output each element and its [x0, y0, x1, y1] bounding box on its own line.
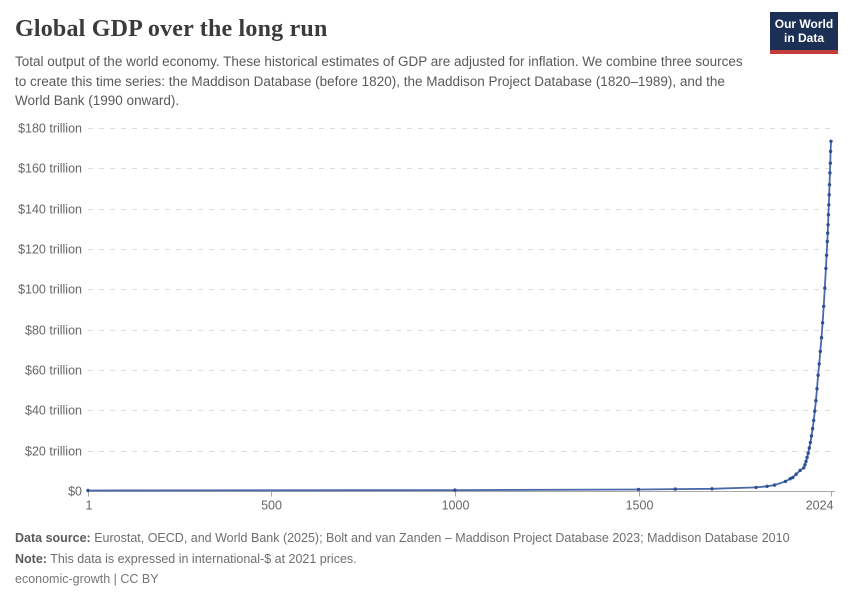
data-point-marker [822, 304, 826, 308]
note-label: Note: [15, 551, 47, 566]
x-tick-label: 500 [261, 499, 282, 513]
data-point-marker [825, 239, 829, 244]
data-point-marker [791, 475, 795, 480]
data-point-marker [824, 253, 829, 257]
data-point-marker [710, 487, 714, 491]
y-tick-label: $100 trillion [18, 283, 82, 297]
y-tick-label: $20 trillion [25, 445, 82, 459]
data-point-marker [794, 472, 798, 476]
data-point-marker [818, 349, 822, 354]
data-point-marker [828, 149, 833, 154]
data-point-marker [828, 161, 832, 165]
y-tick-label: $60 trillion [25, 364, 82, 378]
data-point-marker [673, 487, 677, 491]
data-point-marker [754, 485, 758, 490]
data-point-marker [783, 479, 788, 484]
y-tick-label: $120 trillion [18, 243, 82, 257]
data-point-marker [827, 203, 831, 207]
gdp-line-series [87, 140, 832, 492]
data-point-marker [802, 466, 806, 470]
data-point-marker [636, 487, 641, 492]
data-point-marker [815, 387, 819, 391]
data-point-marker [806, 451, 810, 455]
y-tick-label: $140 trillion [18, 203, 82, 217]
data-point-marker [809, 434, 814, 438]
y-tick-label: $160 trillion [18, 162, 82, 176]
data-source-line: Data source: Eurostat, OECD, and World B… [15, 528, 790, 549]
data-point-marker [826, 213, 831, 217]
data-point-marker [86, 488, 90, 493]
data-point-marker [829, 139, 833, 143]
data-point-marker [813, 409, 817, 413]
data-point-marker [808, 440, 813, 445]
y-tick-label: $0 [68, 485, 82, 499]
data-point-marker [453, 488, 457, 492]
data-point-marker [812, 418, 816, 423]
data-point-marker [820, 321, 825, 325]
chart-subtitle: Total output of the world economy. These… [15, 54, 743, 108]
x-tick-label: 1500 [626, 499, 654, 513]
license-line: economic-growth | CC BY [15, 572, 159, 586]
data-point-marker [826, 223, 830, 227]
owid-logo[interactable]: Our World in Data [770, 12, 838, 54]
data-point-marker [765, 484, 769, 488]
y-tick-label: $180 trillion [18, 122, 82, 136]
data-point-marker [819, 336, 824, 340]
data-point-marker [827, 183, 832, 187]
data-point-marker [817, 362, 821, 366]
chart-footer: Data source: Eurostat, OECD, and World B… [15, 528, 790, 590]
data-point-marker [810, 427, 815, 431]
data-source-text: Eurostat, OECD, and World Bank (2025); B… [90, 531, 790, 545]
data-point-marker [805, 455, 809, 460]
data-point-marker [826, 231, 830, 235]
y-tick-label: $80 trillion [25, 324, 82, 338]
y-tick-label: $40 trillion [25, 404, 82, 418]
x-tick-label: 1000 [442, 499, 470, 513]
data-point-marker [803, 463, 807, 467]
data-point-marker [788, 477, 792, 481]
data-point-marker [772, 483, 777, 487]
data-point-marker [814, 399, 818, 403]
data-point-marker [827, 193, 831, 197]
data-point-marker [828, 171, 832, 175]
data-point-marker [807, 446, 811, 450]
note-line: Note: This data is expressed in internat… [15, 549, 790, 570]
note-text: This data is expressed in international-… [46, 551, 357, 566]
x-tick-label: 2024 [806, 499, 834, 513]
x-tick-label: 1 [86, 499, 93, 513]
data-point-marker [824, 266, 828, 271]
data-point-marker [804, 459, 808, 464]
owid-logo-line2: in Data [783, 31, 824, 45]
data-point-marker [798, 468, 802, 473]
data-point-marker [823, 286, 827, 290]
page-title: Global GDP over the long run [15, 16, 328, 42]
data-point-marker [816, 373, 820, 377]
data-source-label: Data source: [15, 531, 91, 545]
owid-logo-line1: Our World [774, 17, 834, 31]
